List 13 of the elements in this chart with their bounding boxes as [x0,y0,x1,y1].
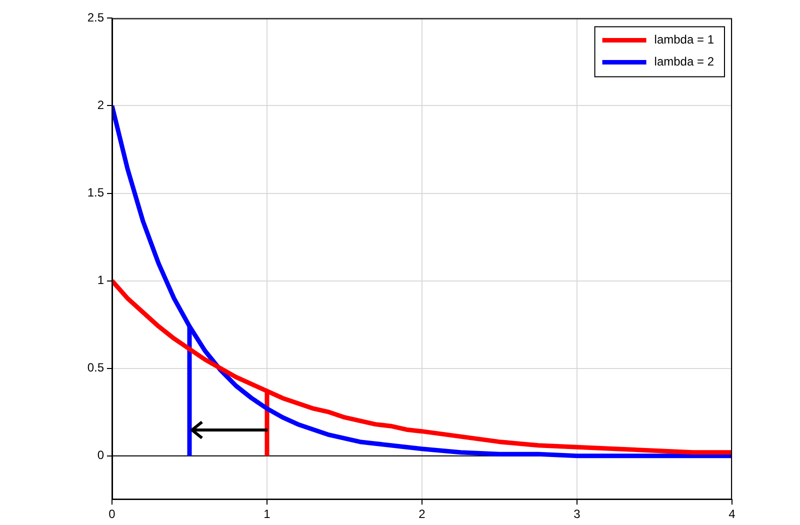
y-tick-label: 1 [97,273,104,288]
x-tick-label: 2 [418,507,426,522]
y-tick-label: 2 [97,98,104,112]
y-tick-label: 0.5 [87,360,104,375]
y-tick-label: 0 [97,448,104,462]
y-tick-label: 1.5 [87,186,104,200]
x-tick-label: 4 [728,507,736,522]
legend-label: lambda = 2 [654,54,714,69]
legend-label: lambda = 1 [654,32,714,47]
x-tick-label: 3 [574,507,581,522]
y-tick-label: 2.5 [87,10,104,25]
x-tick-label: 0 [108,507,116,522]
x-tick-label: 1 [264,507,271,522]
